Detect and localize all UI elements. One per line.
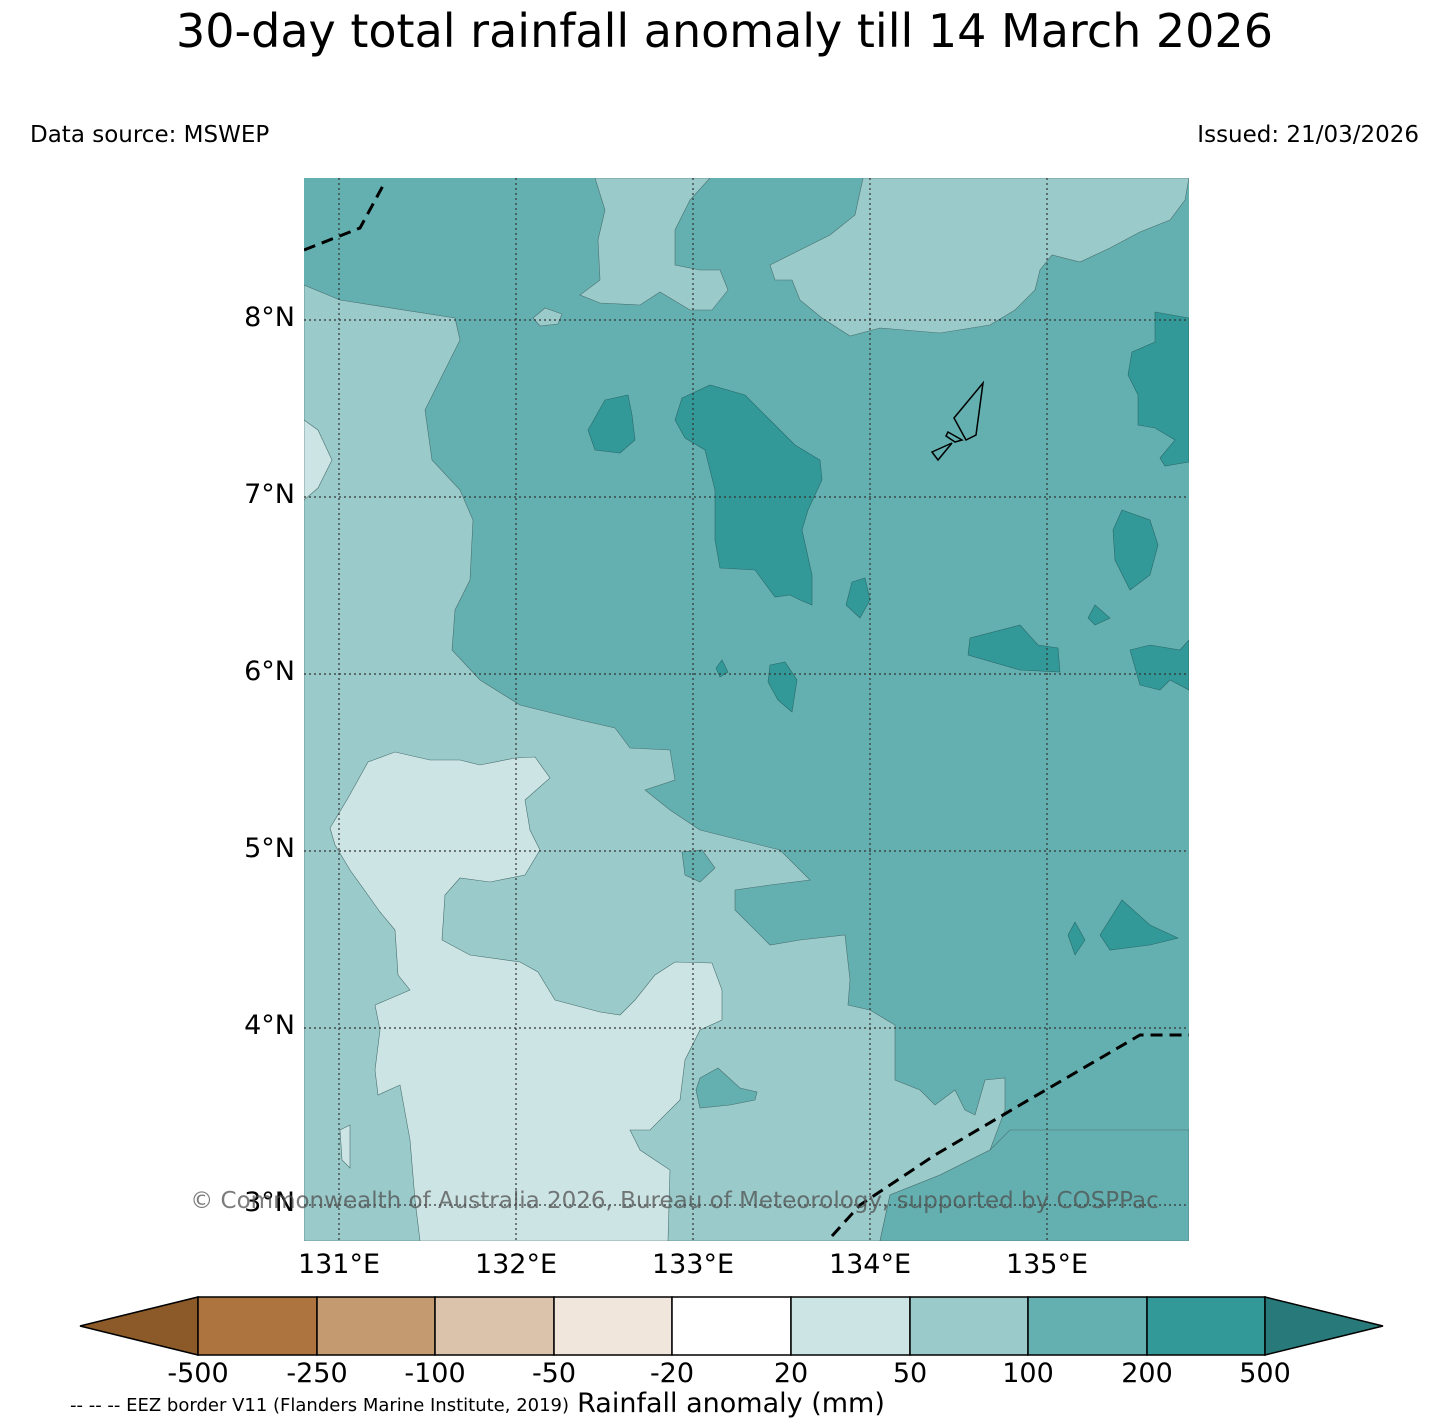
- colorbar-tick-label: 200: [1121, 1358, 1173, 1389]
- colorbar-tick-label: 50: [892, 1358, 928, 1389]
- colorbar-bin: [553, 1296, 673, 1356]
- lat-label: 8°N: [244, 302, 295, 333]
- anomaly-200-500-patch-4: [1112, 509, 1159, 591]
- anomaly-100-200-patch-south: [695, 1067, 758, 1109]
- colorbar-bin: [1146, 1296, 1266, 1356]
- graticule: [304, 178, 1189, 1241]
- lat-label: 6°N: [244, 656, 295, 687]
- copyright-notice: © Commonwealth of Australia 2026, Bureau…: [190, 1188, 1159, 1214]
- anomaly-200-500-patch-1: [674, 384, 823, 606]
- anomaly-100-200-patch-coast: [681, 849, 716, 883]
- anomaly-200-500-patch-2: [587, 394, 636, 454]
- island-outline-small: [930, 430, 964, 462]
- colorbar-title: Rainfall anomaly (mm): [577, 1388, 885, 1419]
- colorbar-bin: [197, 1296, 318, 1356]
- anomaly-200-500-patch-12: [715, 659, 729, 678]
- lat-label: 5°N: [244, 833, 295, 864]
- lon-label: 135°E: [1005, 1249, 1089, 1280]
- anomaly-50-100-region-north1: [579, 178, 729, 311]
- eez-border-north: [304, 181, 387, 252]
- anomaly-100-200-patch-southeast: [879, 1129, 1189, 1241]
- colorbar-bin: [671, 1296, 792, 1356]
- anomaly-200-500-patch-11: [1087, 604, 1111, 626]
- colorbar-tick-label: -100: [404, 1358, 466, 1389]
- eez-border-south: [830, 1033, 1189, 1238]
- colorbar-tick-label: 500: [1239, 1358, 1291, 1389]
- lon-label: 133°E: [651, 1249, 735, 1280]
- colorbar-bin: [909, 1296, 1029, 1356]
- anomaly-200-500-patch-3: [1127, 311, 1189, 467]
- anomaly-50-100-islet: [532, 307, 563, 327]
- colorbar-bin: [1027, 1296, 1148, 1356]
- colorbar-tick-label: 20: [773, 1358, 809, 1389]
- lon-label: 134°E: [828, 1249, 912, 1280]
- colorbar-extend-high: [1264, 1296, 1384, 1356]
- map-area: [304, 178, 1189, 1241]
- anomaly-200-500-patch-6: [1129, 639, 1189, 691]
- lon-label: 131°E: [297, 1249, 381, 1280]
- island-outline: [953, 380, 985, 441]
- lat-label: 4°N: [244, 1010, 295, 1041]
- anomaly-200-500-patch-10: [1067, 921, 1086, 956]
- colorbar-tick-label: -250: [286, 1358, 348, 1389]
- colorbar-tick-label: -500: [167, 1358, 229, 1389]
- colorbar-tick-label: 100: [1002, 1358, 1054, 1389]
- anomaly-200-500-patch-7: [845, 577, 871, 619]
- lon-label: 132°E: [474, 1249, 558, 1280]
- colorbar-bin: [316, 1296, 436, 1356]
- colorbar-tick-label: -20: [649, 1358, 695, 1389]
- anomaly-20-50-islet: [339, 1124, 351, 1169]
- colorbar-extend-low: [79, 1296, 199, 1356]
- colorbar-bin: [434, 1296, 555, 1356]
- anomaly-50-100-region-north2: [769, 178, 1189, 337]
- anomaly-200-500-patch-5: [967, 624, 1061, 673]
- anomaly-20-50-region-south: [329, 751, 723, 1241]
- map-title: 30-day total rainfall anomaly till 14 Ma…: [176, 4, 1273, 58]
- colorbar: [79, 1296, 1384, 1356]
- anomaly-200-500-patch-9: [1099, 899, 1179, 951]
- lat-label: 7°N: [244, 479, 295, 510]
- data-source-label: Data source: MSWEP: [30, 122, 270, 148]
- anomaly-20-50-region-westedge: [304, 419, 333, 501]
- eez-border-note: -- -- -- EEZ border V11 (Flanders Marine…: [70, 1395, 570, 1416]
- colorbar-tick-label: -50: [531, 1358, 577, 1389]
- issued-date-label: Issued: 21/03/2026: [1197, 122, 1419, 148]
- lat-label: 3°N: [244, 1187, 295, 1218]
- colorbar-bin: [790, 1296, 911, 1356]
